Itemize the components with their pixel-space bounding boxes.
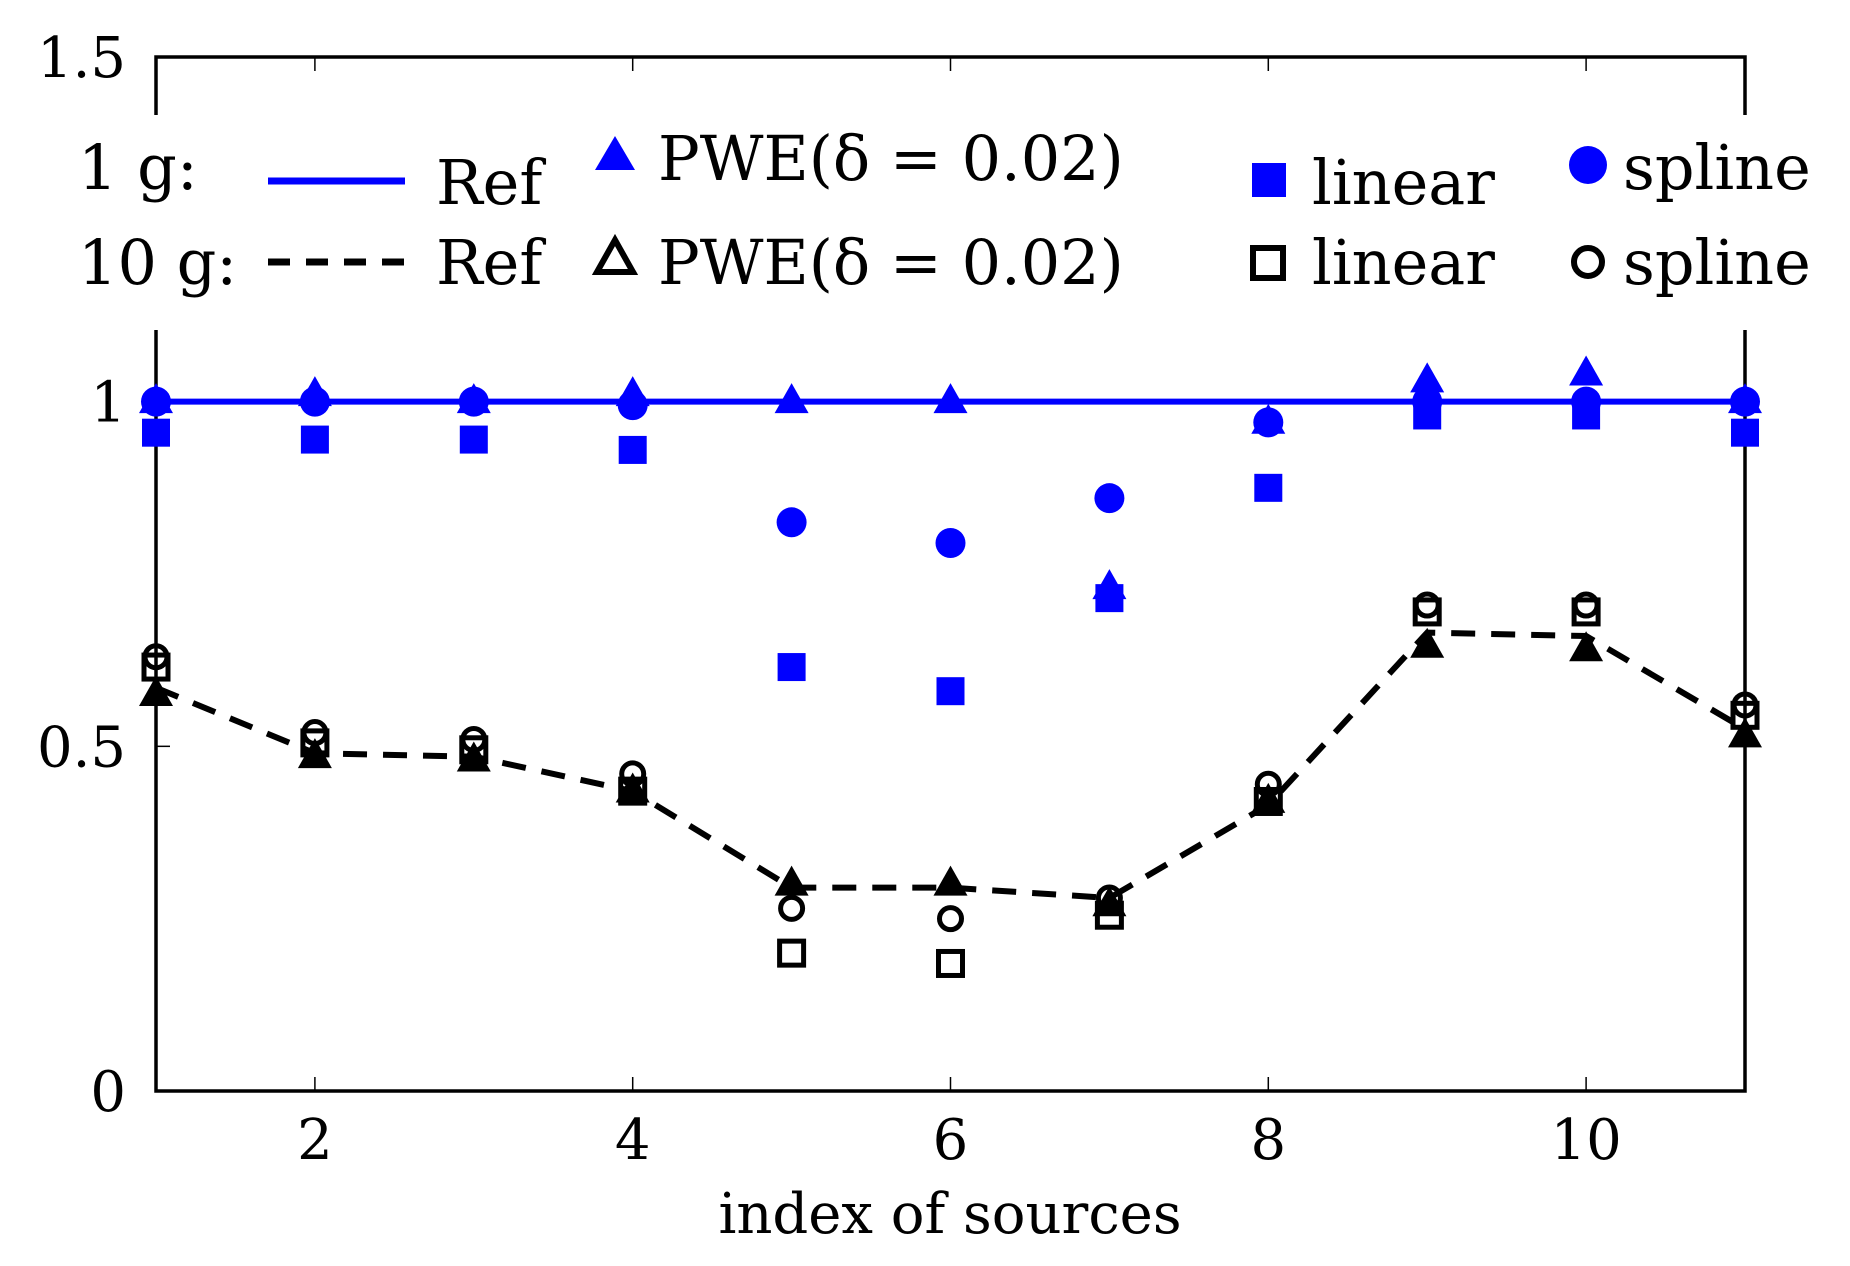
point-square-10g [777,938,807,968]
point-square-1g [459,425,488,454]
x-tick-label: 2 [297,1108,333,1173]
point-circle-1g [1253,407,1284,438]
point-triangle-10g [1728,717,1762,748]
point-circle-10g [778,894,806,922]
point-circle-1g [299,386,330,417]
point-square-1g [618,435,647,464]
point-triangle-1g [1410,362,1445,393]
point-circle-1g [458,386,489,417]
point-circle-10g [1413,591,1441,619]
point-square-1g [142,418,170,447]
point-square-10g [936,948,965,978]
x-tick-label: 8 [1250,1108,1286,1173]
point-circle-10g [619,760,647,788]
point-square-1g [936,677,965,706]
point-circle-10g [937,905,964,933]
series-line-ref-10g [154,629,1747,902]
point-square-1g [777,653,806,682]
legend-text-spline-10g: spline [1623,226,1811,299]
legend-swatch-spline-10g [1571,245,1605,279]
chart-marks [139,355,1762,978]
legend-text-pwe-10g: PWE(δ = 0.02) [658,226,1124,299]
point-square-1g [300,425,329,454]
point-circle-10g [1572,591,1600,619]
point-triangle-10g [774,865,809,896]
legend-box [70,115,1850,330]
legend-swatch-spline-1g [1569,146,1607,184]
y-tick-label: 1.5 [37,26,126,91]
point-triangle-10g [615,772,650,803]
axis-tick-labels: 2 4 6 8 10 0 0.5 1 1.5 [37,26,1622,1173]
legend-text-linear-10g: linear [1312,226,1495,299]
point-triangle-10g [139,676,173,707]
point-square-10g [300,728,330,758]
point-circle-10g [142,643,170,671]
y-tick-label: 0 [90,1060,126,1125]
point-circle-1g [1571,386,1602,417]
point-square-10g [1412,597,1442,627]
point-triangle-10g [933,865,968,896]
point-circle-1g [1730,386,1760,417]
point-circle-10g [460,725,488,753]
point-square-1g [1731,418,1759,447]
y-tick-label: 0.5 [37,715,126,780]
point-circle-10g [301,719,329,747]
point-triangle-10g [1251,782,1286,813]
legend-text-linear-1g: linear [1312,146,1495,219]
legend-swatch-pwe-10g [591,233,639,275]
point-square-1g [1254,473,1283,502]
legend-group-label-10g: 10 g: [78,226,237,299]
point-triangle-10g [1410,627,1445,658]
point-circle-10g [1254,770,1282,798]
x-tick-label: 10 [1550,1108,1621,1173]
point-circle-1g [1094,483,1125,514]
legend-text-pwe-1g: PWE(δ = 0.02) [658,122,1124,195]
point-square-10g [141,652,171,682]
legend-text-ref-10g: Ref [436,226,546,299]
point-circle-10g [1095,884,1123,912]
legend-swatch-linear-10g [1250,245,1286,281]
legend-swatch-pwe-1g [595,136,635,170]
point-square-10g [459,735,489,765]
legend-swatch-linear-1g [1252,163,1286,197]
point-triangle-1g [933,383,968,414]
point-circle-1g [1412,386,1443,417]
point-square-1g [1095,584,1124,613]
legend-text-ref-1g: Ref [436,146,546,219]
point-circle-1g [776,507,807,538]
point-square-10g [1094,900,1124,930]
legend-text-spline-1g: spline [1623,131,1811,204]
point-circle-10g [1731,691,1759,719]
point-circle-1g [617,390,648,421]
y-tick-label: 1 [90,371,126,436]
point-square-10g [1253,786,1283,816]
point-triangle-10g [1569,631,1604,662]
x-axis-label: index of sources [718,1182,1181,1247]
legend: 1 g: Ref PWE(δ = 0.02) linear spline 10 … [78,122,1811,299]
x-tick-label: 6 [933,1108,969,1173]
point-circle-1g [935,527,966,558]
point-triangle-1g [1569,355,1604,386]
x-tick-label: 4 [615,1108,651,1173]
legend-group-label-1g: 1 g: [78,131,198,204]
point-square-10g [1730,700,1760,730]
point-square-10g [618,776,648,806]
point-triangle-1g [774,383,809,414]
point-square-10g [1571,597,1601,627]
point-circle-1g [141,386,171,417]
